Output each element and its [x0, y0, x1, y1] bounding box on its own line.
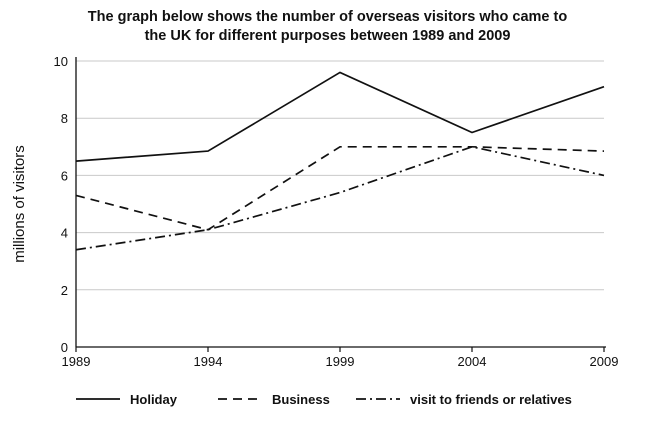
y-tick-6: 6	[61, 168, 68, 183]
series-line-holiday	[75, 71, 605, 162]
chart-title-line-1: The graph below shows the number of over…	[87, 9, 568, 25]
x-tick-2009: 2009	[590, 354, 619, 369]
y-tick-8: 8	[61, 111, 68, 126]
axes	[75, 57, 606, 352]
series-lines	[75, 71, 605, 251]
legend-label-business: Business	[272, 392, 330, 407]
y-axis-label: millions of visitors	[11, 145, 28, 263]
y-tick-labels: 0 2 4 6 8 10	[54, 54, 68, 355]
legend-label-visit-to-friends-or-relatives: visit to friends or relatives	[410, 392, 572, 407]
y-tick-2: 2	[61, 283, 68, 298]
chart-title-line-2: the UK for different purposes between 19…	[144, 28, 511, 44]
legend: Holiday Business visit to friends or relat…	[76, 392, 572, 407]
gridlines	[76, 60, 604, 291]
x-tick-1999: 1999	[326, 354, 355, 369]
y-tick-10: 10	[54, 54, 68, 69]
y-tick-4: 4	[61, 226, 68, 241]
x-tick-1994: 1994	[194, 354, 223, 369]
y-tick-0: 0	[61, 340, 68, 355]
series-line-visit-to-friends-or-relatives	[75, 145, 605, 251]
chart-title: The graph below shows the number of over…	[0, 8, 655, 46]
x-tick-2004: 2004	[458, 354, 487, 369]
legend-label-holiday: Holiday	[130, 392, 178, 407]
x-tick-labels: 1989 1994 1999 2004 2009	[62, 354, 619, 369]
series-line-business	[75, 145, 605, 231]
x-tick-1989: 1989	[62, 354, 91, 369]
